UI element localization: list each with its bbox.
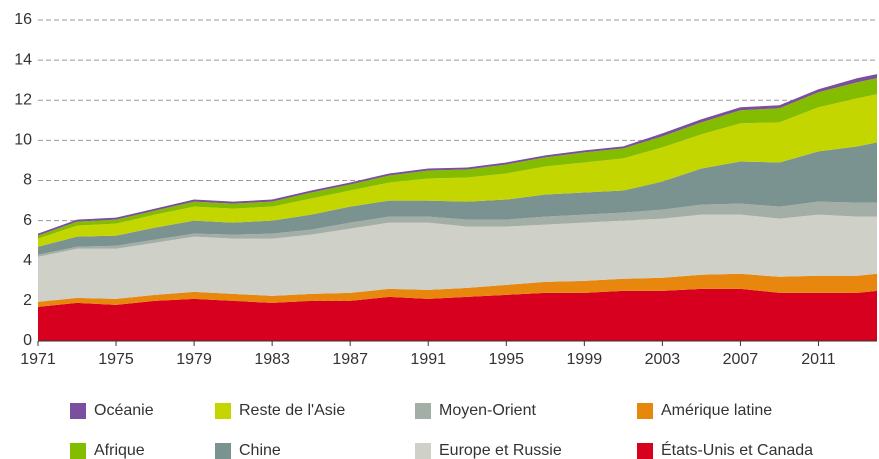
legend-label: Afrique — [94, 442, 145, 459]
legend-swatch — [215, 403, 231, 419]
x-tick-label: 1971 — [20, 351, 56, 368]
y-tick-label: 12 — [14, 91, 32, 108]
x-tick-label: 1975 — [98, 351, 134, 368]
x-tick-label: 2007 — [723, 351, 759, 368]
legend-swatch — [415, 443, 431, 459]
legend-label: Amérique latine — [661, 402, 772, 419]
area — [38, 94, 877, 247]
legend-label: Reste de l'Asie — [239, 402, 345, 419]
legend-label: Moyen-Orient — [439, 402, 536, 419]
x-tick-label: 1999 — [567, 351, 603, 368]
legend-swatch — [215, 443, 231, 459]
y-tick-label: 0 — [23, 332, 32, 349]
legend-label: Chine — [239, 442, 281, 459]
y-tick-label: 10 — [14, 132, 32, 149]
y-tick-label: 2 — [23, 292, 32, 309]
y-tick-label: 8 — [23, 172, 32, 189]
legend-label: Océanie — [94, 402, 154, 419]
y-tick-label: 14 — [14, 51, 32, 68]
legend-label: États-Unis et Canada — [661, 440, 813, 459]
x-tick-label: 1995 — [488, 351, 524, 368]
x-tick-label: 2003 — [645, 351, 681, 368]
legend-label: Europe et Russie — [439, 442, 562, 459]
area — [38, 214, 877, 302]
legend-swatch — [70, 403, 86, 419]
x-tick-label: 1979 — [176, 351, 212, 368]
area — [38, 142, 877, 255]
x-tick-label: 2011 — [801, 351, 836, 368]
x-tick-label: 1991 — [410, 351, 446, 368]
legend-swatch — [637, 443, 653, 459]
area — [38, 201, 877, 257]
x-tick-label: 1987 — [332, 351, 368, 368]
legend-swatch — [415, 403, 431, 419]
y-tick-label: 6 — [23, 212, 32, 229]
area — [38, 273, 877, 307]
area — [38, 288, 877, 341]
legend-swatch — [70, 443, 86, 459]
x-tick-label: 1983 — [254, 351, 290, 368]
y-tick-label: 16 — [14, 11, 32, 28]
y-tick-label: 4 — [23, 252, 32, 269]
legend-swatch — [637, 403, 653, 419]
